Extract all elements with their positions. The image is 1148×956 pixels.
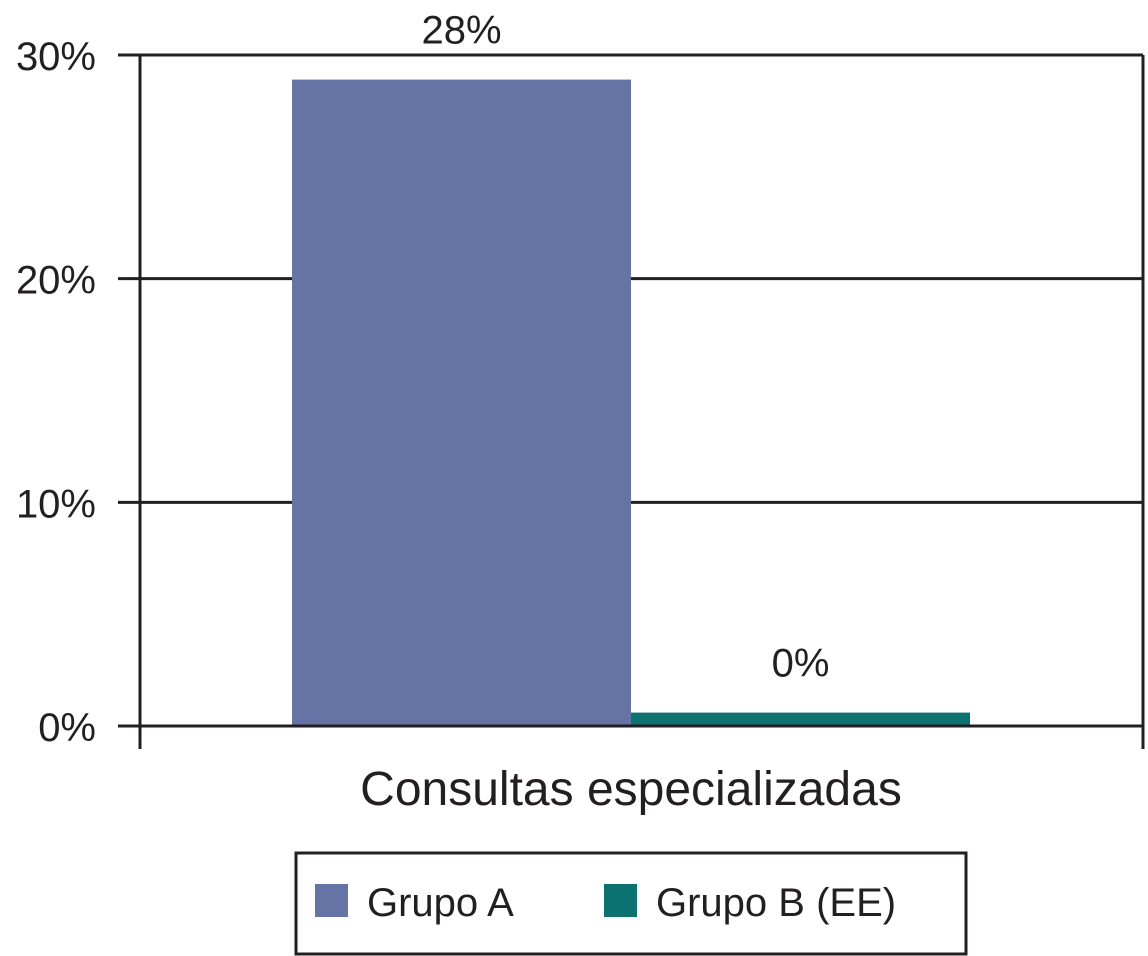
axes [118,55,1145,749]
y-tick-labels: 0% 10% 20% 30% [16,35,96,750]
legend-label-grupo-a: Grupo A [367,881,514,925]
y-tick-label: 30% [16,35,96,79]
y-tick-label: 20% [16,259,96,303]
bar-grupo-a [292,79,631,726]
data-label-grupo-a: 28% [421,9,501,53]
y-tick-label: 0% [38,706,96,750]
legend-label-grupo-b: Grupo B (EE) [656,881,896,925]
bar-grupo-b [631,712,970,726]
data-labels: 28% 0% [421,9,829,686]
bars [292,79,970,726]
legend-swatch-grupo-b [604,884,637,917]
legend: Grupo A Grupo B (EE) [294,851,968,956]
y-tick-label: 10% [16,482,96,526]
data-label-grupo-b: 0% [772,642,830,686]
category-label: Consultas especializadas [360,763,902,816]
legend-swatch-grupo-a [315,884,348,917]
